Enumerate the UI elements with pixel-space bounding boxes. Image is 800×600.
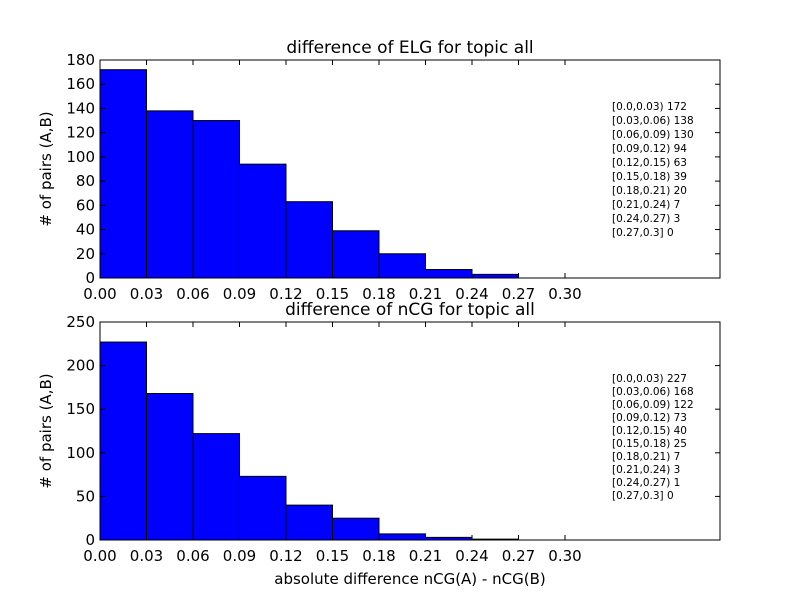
histogram-bar (146, 393, 194, 541)
bin-count-annotation: [0.18,0.21) 20 (612, 185, 687, 197)
y-axis-label: # of pairs (A,B) (37, 373, 55, 488)
histogram-bar (192, 120, 240, 279)
plot-frame (99, 321, 721, 541)
y-tick-label: 100 (66, 444, 95, 462)
x-tick-label: 0.00 (83, 285, 116, 303)
x-tick-label: 0.30 (548, 547, 581, 565)
histogram-bar (146, 110, 194, 279)
y-tick-label: 0 (85, 531, 95, 549)
chart-elg: difference of ELG for topic all # of pai… (37, 38, 721, 303)
histogram-bar (192, 433, 240, 541)
y-tick-label: 180 (66, 51, 95, 69)
bin-count-annotation: [0.24,0.27) 3 (612, 213, 680, 225)
y-tick-label: 40 (76, 221, 95, 239)
x-tick-label: 0.12 (269, 285, 302, 303)
y-axis-label: # of pairs (A,B) (37, 111, 55, 226)
histogram-bar (378, 533, 426, 541)
x-tick-label: 0.06 (176, 547, 209, 565)
plot-area: 0.00 0.03 0.06 0.09 0.12 0.15 0.18 0.21 0.24 0.27… (66, 51, 721, 303)
bin-count-annotation: [0.0,0.03) 172 (612, 101, 687, 113)
bin-count-annotation: [0.15,0.18) 39 (612, 171, 687, 183)
x-tick-label: 0.27 (502, 547, 535, 565)
y-tick-label: 160 (66, 75, 95, 93)
y-tick-label: 120 (66, 124, 95, 142)
bin-count-annotation: [0.12,0.15) 40 (612, 425, 687, 437)
histogram-bar (239, 163, 287, 279)
x-tick-label: 0.15 (316, 285, 349, 303)
histogram-bar (471, 273, 519, 279)
histogram-bar (378, 253, 426, 279)
x-tick-label: 0.18 (362, 547, 395, 565)
bin-count-annotation: [0.0,0.03) 227 (612, 373, 687, 385)
bin-count-annotation: [0.15,0.18) 25 (612, 438, 687, 450)
bin-count-annotation: [0.06,0.09) 122 (612, 399, 694, 411)
bin-count-annotation: [0.12,0.15) 63 (612, 157, 687, 169)
x-tick-label: 0.21 (409, 285, 442, 303)
histogram-bar (425, 269, 473, 279)
x-tick-label: 0.00 (83, 547, 116, 565)
y-tick-label: 150 (66, 400, 95, 418)
histogram-bar (99, 341, 147, 541)
chart-title: difference of ELG for topic all (286, 38, 533, 58)
plot-area: 0.00 0.03 0.06 0.09 0.12 0.15 0.18 0.21 0.24 0.27… (66, 313, 721, 565)
histogram-bar (239, 475, 287, 541)
histogram-bar (99, 69, 147, 279)
histogram-bar (285, 504, 333, 541)
x-tick-label: 0.09 (223, 285, 256, 303)
chart-ncg: difference of nCG for topic all # of pai… (37, 300, 721, 588)
bin-count-annotation: [0.24,0.27) 1 (612, 477, 680, 489)
y-tick-label: 20 (76, 245, 95, 263)
histogram-bar (285, 201, 333, 279)
x-tick-label: 0.21 (409, 547, 442, 565)
bin-count-annotation: [0.06,0.09) 130 (612, 129, 694, 141)
bin-count-annotation: [0.09,0.12) 73 (612, 412, 687, 424)
bin-count-annotation: [0.27,0.3] 0 (612, 227, 674, 239)
bin-count-annotation: [0.03,0.06) 168 (612, 386, 694, 398)
chart-title: difference of nCG for topic all (285, 300, 535, 320)
bin-count-annotation: [0.21,0.24) 3 (612, 464, 680, 476)
x-tick-label: 0.03 (130, 547, 163, 565)
histogram-bar (332, 230, 380, 279)
bin-count-annotation: [0.21,0.24) 7 (612, 199, 680, 211)
x-tick-label: 0.15 (316, 547, 349, 565)
x-tick-label: 0.12 (269, 547, 302, 565)
x-tick-label: 0.27 (502, 285, 535, 303)
y-tick-label: 100 (66, 148, 95, 166)
bin-count-annotation: [0.27,0.3] 0 (612, 490, 674, 502)
bin-count-annotation: [0.18,0.21) 7 (612, 451, 680, 463)
x-tick-label: 0.03 (130, 285, 163, 303)
x-tick-label: 0.18 (362, 285, 395, 303)
plot-frame (99, 59, 721, 279)
y-tick-label: 250 (66, 313, 95, 331)
x-tick-label: 0.06 (176, 285, 209, 303)
y-tick-label: 140 (66, 99, 95, 117)
x-tick-label: 0.30 (548, 285, 581, 303)
bin-count-annotation: [0.03,0.06) 138 (612, 115, 694, 127)
histogram-bar (332, 517, 380, 541)
x-axis-label: absolute difference nCG(A) - nCG(B) (274, 570, 545, 588)
y-tick-label: 0 (85, 269, 95, 287)
y-tick-label: 50 (76, 487, 95, 505)
bin-count-annotation: [0.09,0.12) 94 (612, 143, 687, 155)
y-tick-label: 60 (76, 196, 95, 214)
x-tick-label: 0.09 (223, 547, 256, 565)
y-tick-label: 80 (76, 172, 95, 190)
y-tick-label: 200 (66, 357, 95, 375)
x-tick-label: 0.24 (455, 547, 488, 565)
x-tick-label: 0.24 (455, 285, 488, 303)
